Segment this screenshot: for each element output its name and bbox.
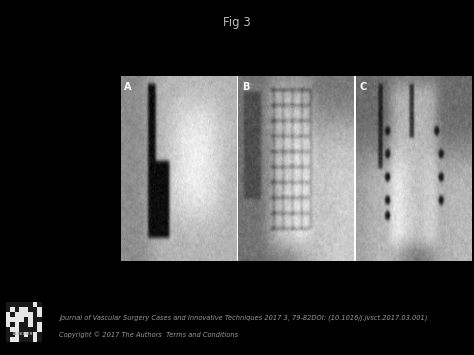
Text: A: A xyxy=(124,82,132,92)
Text: ELSEVIER: ELSEVIER xyxy=(13,332,34,337)
Text: C: C xyxy=(359,82,367,92)
Text: Fig 3: Fig 3 xyxy=(223,16,251,29)
Text: Journal of Vascular Surgery Cases and Innovative Techniques 2017 3, 79-82DOI: (1: Journal of Vascular Surgery Cases and In… xyxy=(59,314,428,321)
Text: Copyright © 2017 The Authors  Terms and Conditions: Copyright © 2017 The Authors Terms and C… xyxy=(59,331,238,338)
Text: B: B xyxy=(242,82,249,92)
